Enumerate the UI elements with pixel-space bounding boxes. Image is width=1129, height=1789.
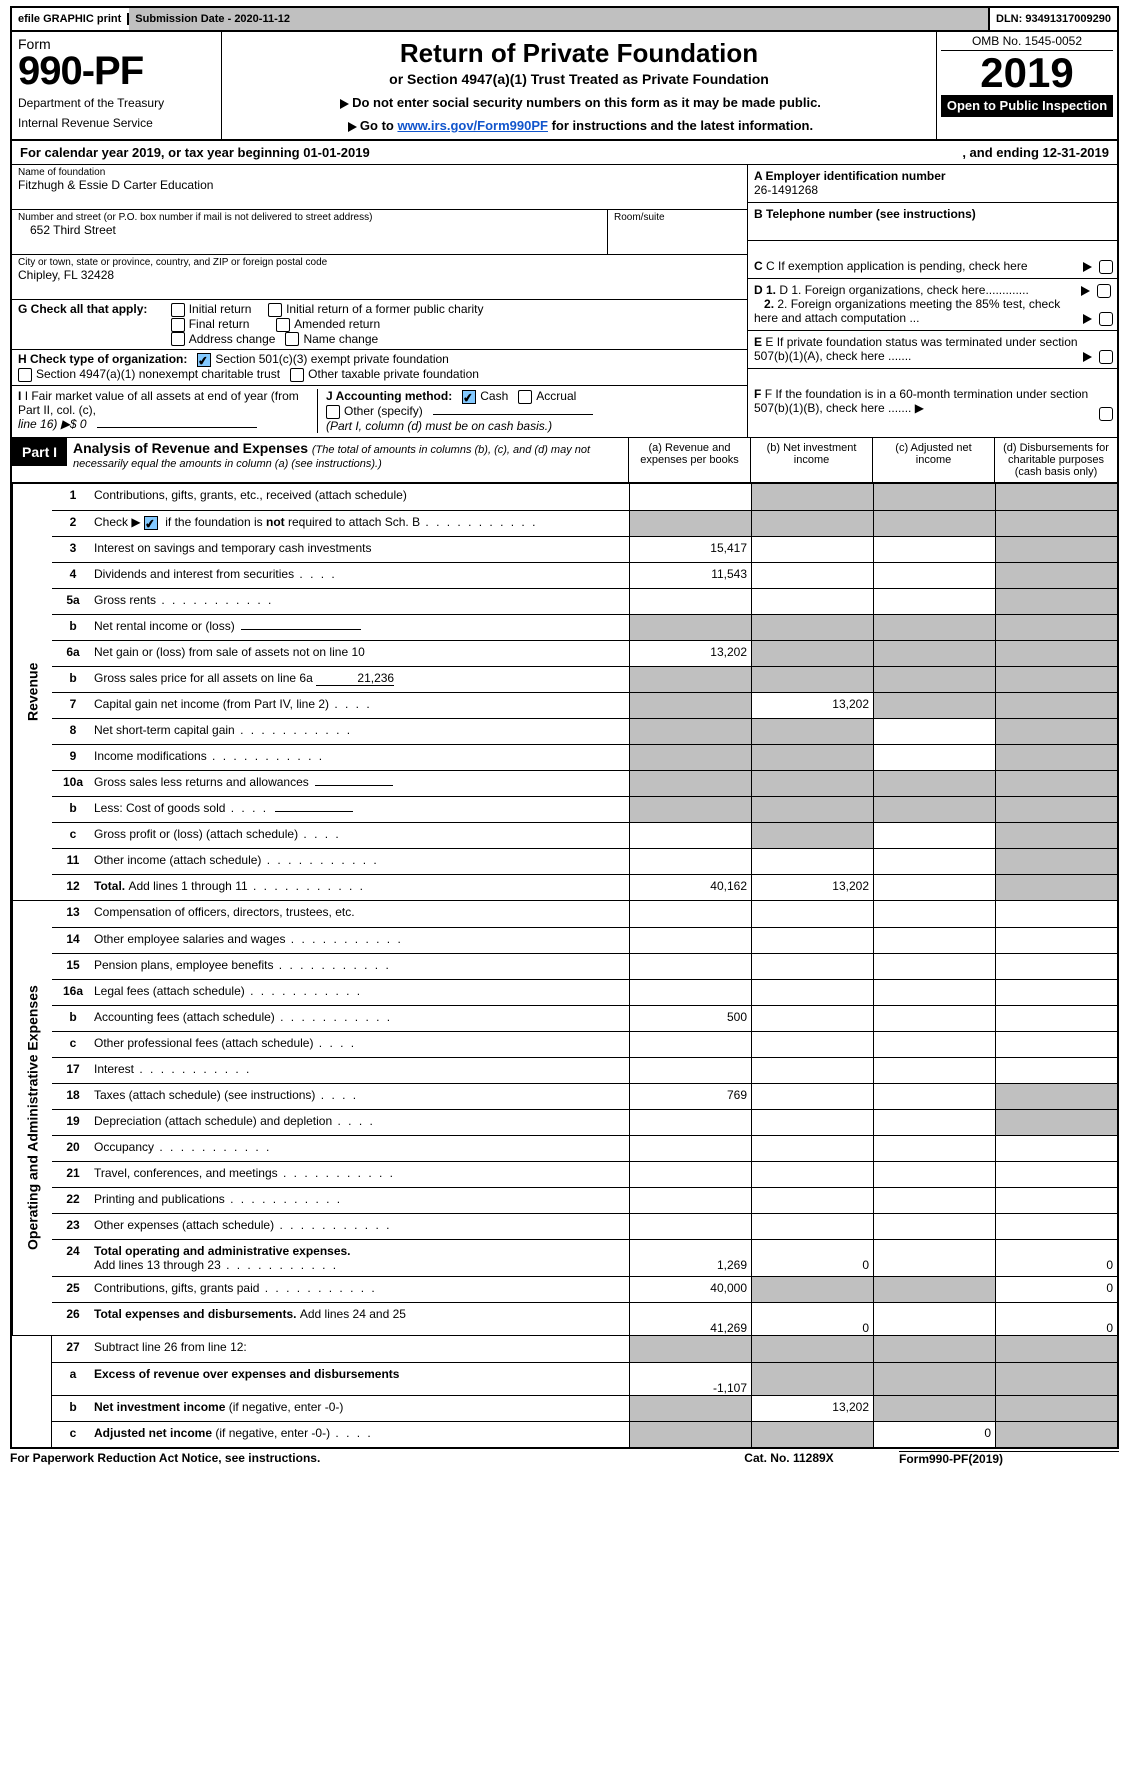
revenue-side-label: Revenue bbox=[12, 484, 52, 900]
col-d-header: (d) Disbursements for charitable purpose… bbox=[995, 438, 1117, 482]
instruction-1: Do not enter social security numbers on … bbox=[230, 95, 928, 110]
form-footer: Form 990-PF (2019) bbox=[899, 1451, 1119, 1477]
instruction-2: Go to www.irs.gov/Form990PF for instruct… bbox=[230, 118, 928, 133]
chk-accrual[interactable] bbox=[518, 390, 532, 404]
header-center: Return of Private Foundation or Section … bbox=[222, 32, 937, 139]
form-page: efile GRAPHIC print Submission Date - 20… bbox=[0, 0, 1129, 1487]
form-number: 990-PF bbox=[18, 52, 215, 90]
irs-link[interactable]: www.irs.gov/Form990PF bbox=[397, 118, 548, 133]
col-c-header: (c) Adjusted net income bbox=[873, 438, 995, 482]
form-subtitle: or Section 4947(a)(1) Trust Treated as P… bbox=[230, 71, 928, 87]
part1-header: Part I Analysis of Revenue and Expenses … bbox=[10, 437, 1119, 484]
address-cell: Number and street (or P.O. box number if… bbox=[12, 210, 747, 255]
expenses-side-label: Operating and Administrative Expenses bbox=[12, 901, 52, 1335]
form-title: Return of Private Foundation bbox=[230, 38, 928, 69]
efile-label[interactable]: efile GRAPHIC print bbox=[12, 13, 129, 25]
chk-e[interactable] bbox=[1099, 350, 1113, 364]
chk-schb[interactable]: ✔ bbox=[144, 516, 158, 530]
section-e: E E If private foundation status was ter… bbox=[748, 331, 1117, 369]
header-left: Form 990-PF Department of the Treasury I… bbox=[12, 32, 222, 139]
section-d: D 1. D 1. Foreign organizations, check h… bbox=[748, 279, 1117, 331]
paperwork-notice: For Paperwork Reduction Act Notice, see … bbox=[10, 1451, 679, 1477]
header-right: OMB No. 1545-0052 2019 Open to Public In… bbox=[937, 32, 1117, 139]
section-f: F F If the foundation is in a 60-month t… bbox=[748, 369, 1117, 425]
chk-final[interactable] bbox=[171, 318, 185, 332]
cat-no: Cat. No. 11289X bbox=[679, 1451, 899, 1477]
main-table: Revenue 1Contributions, gifts, grants, e… bbox=[10, 484, 1119, 1449]
page-footer: For Paperwork Reduction Act Notice, see … bbox=[10, 1449, 1119, 1477]
col-a-header: (a) Revenue and expenses per books bbox=[629, 438, 751, 482]
section-h: H Check type of organization: ✔Section 5… bbox=[12, 350, 747, 386]
phone-cell: B Telephone number (see instructions) bbox=[748, 203, 1117, 241]
tax-year: 2019 bbox=[941, 51, 1113, 95]
chk-other-tax[interactable] bbox=[290, 368, 304, 382]
entity-grid: Name of foundation Fitzhugh & Essie D Ca… bbox=[10, 165, 1119, 437]
part1-title: Analysis of Revenue and Expenses (The to… bbox=[67, 438, 629, 482]
submission-date: Submission Date - 2020-11-12 bbox=[129, 8, 990, 30]
city-cell: City or town, state or province, country… bbox=[12, 255, 747, 300]
section-g: G Check all that apply: Initial return I… bbox=[12, 300, 747, 350]
chk-initial[interactable] bbox=[171, 303, 185, 317]
open-inspection: Open to Public Inspection bbox=[941, 95, 1113, 117]
chk-cash[interactable]: ✔ bbox=[462, 390, 476, 404]
ein-cell: A Employer identification number 26-1491… bbox=[748, 165, 1117, 203]
section-i-j: I I Fair market value of all assets at e… bbox=[12, 386, 747, 437]
foundation-name-cell: Name of foundation Fitzhugh & Essie D Ca… bbox=[12, 165, 747, 210]
year-begin: For calendar year 2019, or tax year begi… bbox=[20, 145, 962, 160]
room-suite-label: Room/suite bbox=[614, 212, 741, 223]
chk-initial-former[interactable] bbox=[268, 303, 282, 317]
section-c: C C If exemption application is pending,… bbox=[748, 241, 1117, 279]
chk-c[interactable] bbox=[1099, 260, 1113, 274]
top-bar: efile GRAPHIC print Submission Date - 20… bbox=[10, 6, 1119, 32]
irs: Internal Revenue Service bbox=[18, 116, 215, 130]
chk-other-method[interactable] bbox=[326, 405, 340, 419]
chk-501c3[interactable]: ✔ bbox=[197, 353, 211, 367]
part1-label: Part I bbox=[12, 438, 67, 466]
chk-d1[interactable] bbox=[1097, 284, 1111, 298]
dln: DLN: 93491317009290 bbox=[990, 13, 1117, 25]
chk-address[interactable] bbox=[171, 332, 185, 346]
chk-f[interactable] bbox=[1099, 407, 1113, 421]
chk-4947[interactable] bbox=[18, 368, 32, 382]
chk-d2[interactable] bbox=[1099, 312, 1113, 326]
chk-name[interactable] bbox=[285, 332, 299, 346]
year-end: , and ending 12-31-2019 bbox=[962, 145, 1109, 160]
col-b-header: (b) Net investment income bbox=[751, 438, 873, 482]
calendar-year-row: For calendar year 2019, or tax year begi… bbox=[10, 141, 1119, 165]
form-header: Form 990-PF Department of the Treasury I… bbox=[10, 32, 1119, 141]
dept-treasury: Department of the Treasury bbox=[18, 96, 215, 110]
chk-amended[interactable] bbox=[276, 318, 290, 332]
